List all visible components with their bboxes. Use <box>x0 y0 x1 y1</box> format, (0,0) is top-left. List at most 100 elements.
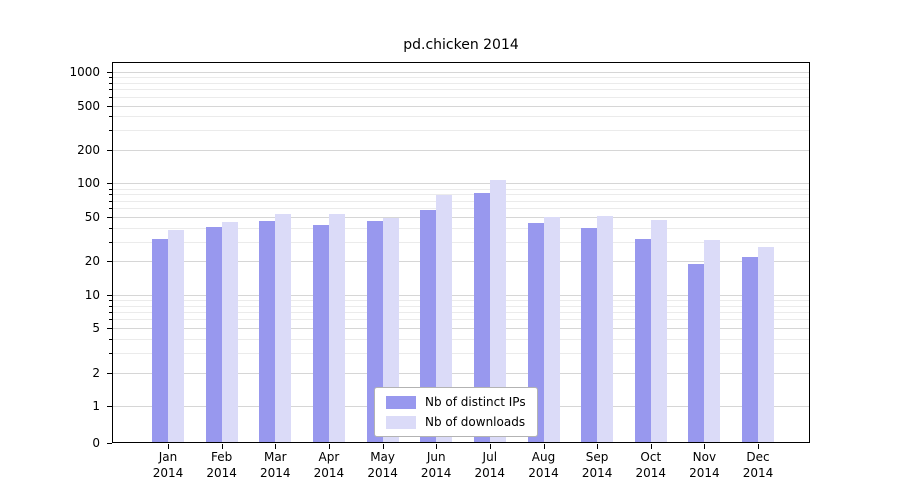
y-minor-tick-mark <box>109 194 112 196</box>
y-tick-label: 1 <box>92 399 100 413</box>
y-minor-tick-mark <box>109 352 112 354</box>
y-minor-tick-mark <box>109 116 112 118</box>
legend-label: Nb of downloads <box>425 415 526 429</box>
x-tick-mark <box>221 444 223 449</box>
y-tick-label: 5 <box>92 321 100 336</box>
x-tick-label: Mar 2014 <box>251 450 299 481</box>
x-tick-label-line: 2014 <box>689 465 720 480</box>
bar-distinct-ips-feb-2014 <box>205 226 222 443</box>
x-tick-label-line: Jan <box>158 450 178 464</box>
x-tick-mark <box>489 444 491 449</box>
x-tick-label: Nov 2014 <box>680 450 728 481</box>
bar-downloads-oct-2014 <box>650 219 667 443</box>
gridline-minor <box>112 299 810 301</box>
y-tick-label: 1000 <box>69 65 100 80</box>
y-tick-mark <box>107 443 112 444</box>
y-tick-mark <box>107 294 112 296</box>
x-tick-mark <box>328 444 330 449</box>
gridline-major <box>112 72 810 74</box>
bar-downloads-jul-2014 <box>489 179 506 443</box>
y-tick-mark <box>107 372 112 374</box>
y-minor-tick-mark <box>109 319 112 321</box>
x-tick-label-line: Aug <box>531 450 556 464</box>
y-tick-label: 50 <box>84 209 100 224</box>
x-tick-label: Jun 2014 <box>412 450 460 481</box>
gridline-major <box>112 372 810 374</box>
gridline-minor <box>112 130 810 132</box>
gridline-major <box>112 328 810 330</box>
gridline-minor <box>112 77 810 79</box>
x-tick-label-line: 2014 <box>635 465 667 480</box>
x-tick-label: Apr 2014 <box>305 450 353 481</box>
bar-distinct-ips-nov-2014 <box>688 263 705 443</box>
y-minor-tick-mark <box>109 89 112 91</box>
y-tick-label: 500 <box>77 98 100 113</box>
x-tick-mark <box>275 444 277 449</box>
gridline-minor <box>112 96 810 98</box>
y-tick-label: 10 <box>84 287 100 302</box>
x-tick-label-line: 2014 <box>313 465 345 480</box>
y-minor-tick-mark <box>109 305 112 307</box>
bar-distinct-ips-jul-2014 <box>473 193 490 443</box>
x-tick-mark <box>382 444 384 449</box>
legend-swatch <box>386 395 416 409</box>
y-tick-mark <box>107 216 112 218</box>
y-tick-label: 2 <box>92 365 100 380</box>
legend-item: Nb of downloads <box>386 415 526 429</box>
bar-downloads-jun-2014 <box>436 195 453 443</box>
y-tick-label: 200 <box>77 142 100 157</box>
bar-downloads-may-2014 <box>382 217 399 443</box>
bar-distinct-ips-oct-2014 <box>634 238 651 443</box>
x-tick-label-line: Sep <box>585 450 609 464</box>
gridline-minor <box>112 200 810 202</box>
gridline-major <box>112 261 810 263</box>
bar-distinct-ips-sep-2014 <box>581 227 598 443</box>
x-tick-label-line: Mar <box>263 450 287 464</box>
y-minor-tick-mark <box>109 299 112 301</box>
y-minor-tick-mark <box>109 200 112 202</box>
gridline-minor <box>112 188 810 190</box>
x-tick-label: Jul 2014 <box>466 450 514 481</box>
bar-distinct-ips-jan-2014 <box>152 238 168 443</box>
x-tick-label-line: 2014 <box>742 465 774 480</box>
y-tick-mark <box>107 406 112 407</box>
y-tick-mark <box>107 328 112 330</box>
x-tick-label-line: Oct <box>640 450 662 464</box>
x-tick-label: May 2014 <box>359 450 407 481</box>
y-tick-mark <box>107 261 112 263</box>
x-tick-label: Aug 2014 <box>520 450 568 481</box>
gridline-major <box>112 216 810 218</box>
x-tick-label-line: May <box>370 450 395 464</box>
legend: Nb of distinct IPs Nb of downloads <box>374 387 538 437</box>
y-minor-tick-mark <box>109 77 112 79</box>
y-tick-mark <box>107 72 112 74</box>
y-minor-tick-mark <box>109 241 112 243</box>
bar-distinct-ips-apr-2014 <box>312 225 329 443</box>
gridline-minor <box>112 227 810 229</box>
x-tick-label-line: Jul <box>482 450 498 464</box>
y-tick-label: 100 <box>77 176 100 191</box>
gridline-major <box>112 149 810 151</box>
y-tick-mark <box>107 183 112 185</box>
gridline-minor <box>112 311 810 313</box>
x-tick-label-line: Nov <box>692 450 717 464</box>
bar-downloads-feb-2014 <box>221 222 238 443</box>
x-tick-label-line: Apr <box>318 450 340 464</box>
x-tick-label-line: Feb <box>210 450 233 464</box>
y-tick-mark <box>107 105 112 107</box>
x-tick-mark <box>436 444 438 449</box>
x-tick-label-line: 2014 <box>528 465 559 480</box>
bar-downloads-apr-2014 <box>328 214 345 443</box>
gridline-minor <box>112 116 810 118</box>
y-minor-tick-mark <box>109 339 112 340</box>
y-minor-tick-mark <box>109 130 112 132</box>
gridline-minor <box>112 89 810 91</box>
y-tick-label: 0 <box>92 436 100 450</box>
gridline-minor <box>112 194 810 196</box>
y-tick-mark <box>107 149 112 151</box>
gridline-minor <box>112 82 810 84</box>
x-tick-label: Dec 2014 <box>734 450 782 481</box>
y-minor-tick-mark <box>109 96 112 98</box>
x-tick-label-line: 2014 <box>206 465 237 480</box>
